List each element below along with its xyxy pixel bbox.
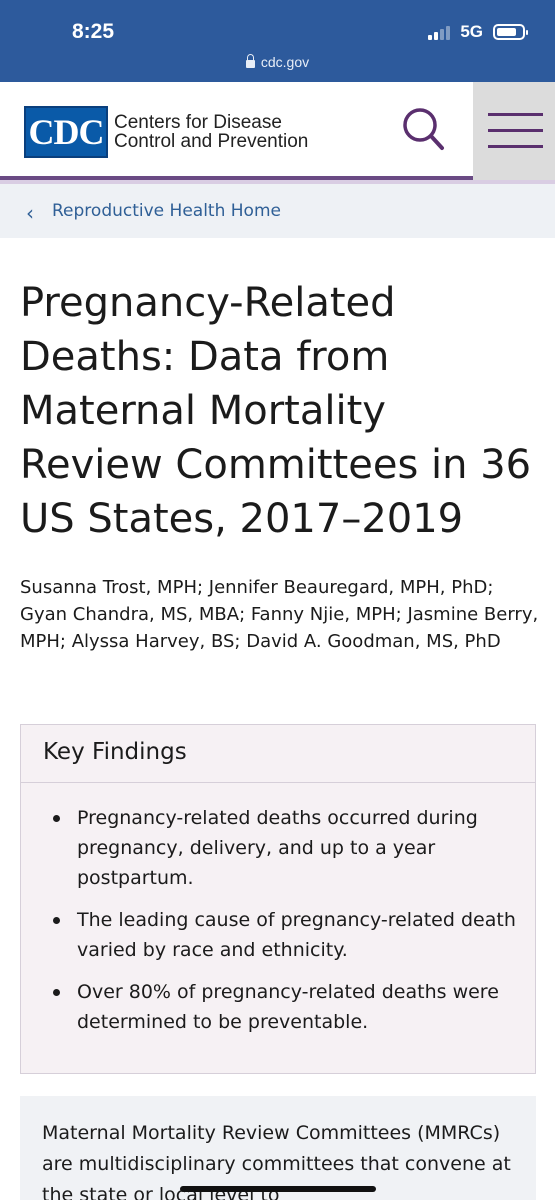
breadcrumb-link[interactable]: Reproductive Health Home <box>52 201 281 221</box>
url-bar[interactable]: cdc.gov <box>0 54 555 70</box>
site-header: CDC Centers for Disease Control and Prev… <box>0 82 555 184</box>
hamburger-menu-icon-bar <box>488 145 543 148</box>
signal-icon <box>428 24 451 40</box>
battery-icon <box>493 24 528 40</box>
url-text: cdc.gov <box>260 54 310 70</box>
cdc-logo-mark: CDC <box>24 106 108 158</box>
page-title: Pregnancy-Related Deaths: Data from Mate… <box>20 280 532 542</box>
authors: Susanna Trost, MPH; Jennifer Beauregard,… <box>20 577 539 652</box>
hamburger-menu-icon-bar <box>488 129 543 132</box>
key-finding-item: The leading cause of pregnancy-related d… <box>43 905 517 965</box>
status-bar: 8:25 5G cdc.gov <box>0 0 555 82</box>
cdc-logo[interactable]: CDC Centers for Disease Control and Prev… <box>24 106 308 158</box>
key-finding-item: Pregnancy-related deaths occurred during… <box>43 803 517 893</box>
key-findings-heading: Key Findings <box>21 725 535 783</box>
logo-line-1: Centers for Disease <box>114 112 282 133</box>
intro-box: Maternal Mortality Review Committees (MM… <box>20 1096 536 1200</box>
search-icon <box>403 108 444 150</box>
status-time: 8:25 <box>72 20 115 43</box>
network-label: 5G <box>460 22 483 41</box>
lock-icon <box>245 54 255 68</box>
status-indicators: 5G <box>428 22 528 42</box>
key-findings-box: Key Findings Pregnancy-related deaths oc… <box>20 724 536 1074</box>
breadcrumb: ‹ Reproductive Health Home <box>0 184 555 238</box>
logo-line-2: Control and Prevention <box>114 131 309 152</box>
battery-level <box>497 28 517 36</box>
key-finding-item: Over 80% of pregnancy-related deaths wer… <box>43 977 517 1037</box>
search-button[interactable] <box>398 104 450 156</box>
key-findings-list: Pregnancy-related deaths occurred during… <box>21 783 535 1037</box>
hamburger-menu-icon <box>488 113 543 116</box>
menu-button[interactable] <box>473 82 555 180</box>
cdc-logo-text: Centers for Disease Control and Preventi… <box>114 113 308 151</box>
home-indicator[interactable] <box>180 1186 376 1192</box>
chevron-left-icon: ‹ <box>26 201 34 225</box>
